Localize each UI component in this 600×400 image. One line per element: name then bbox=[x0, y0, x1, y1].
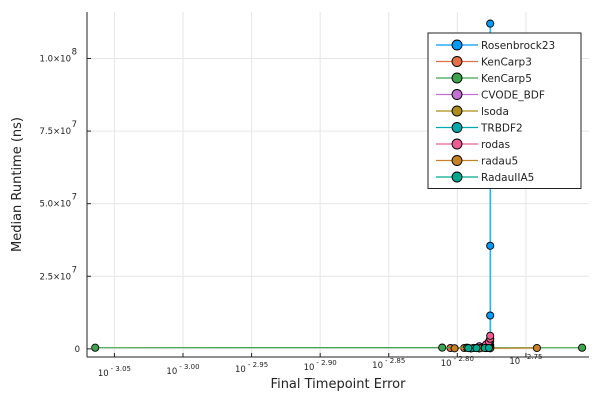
legend-label: CVODE_BDF bbox=[481, 90, 545, 102]
legend-marker bbox=[451, 171, 463, 183]
legend-marker bbox=[451, 72, 463, 84]
axes-layer bbox=[86, 12, 589, 358]
y-axis-title: Median Runtime (ns) bbox=[10, 117, 25, 252]
data-point bbox=[486, 311, 495, 320]
x-tick-label: 10- 2.80 bbox=[441, 355, 474, 369]
legend-item: CVODE_BDF bbox=[436, 89, 545, 102]
legend: Rosenbrock23 KenCarp3 KenCarp5 CVODE_BDFlso… bbox=[427, 32, 582, 189]
legend-item: TRBDF2 bbox=[436, 122, 523, 135]
data-point bbox=[464, 344, 473, 353]
legend-item: KenCarp3 bbox=[436, 56, 532, 69]
x-axis-title: Final Timepoint Error bbox=[271, 377, 407, 392]
legend-label: KenCarp5 bbox=[481, 73, 532, 85]
legend-label: KenCarp3 bbox=[481, 57, 532, 69]
data-point bbox=[438, 343, 447, 352]
legend-label: rodas bbox=[481, 139, 510, 151]
legend-label: Rosenbrock23 bbox=[481, 40, 555, 52]
y-tick-exponent: 7 bbox=[72, 120, 77, 130]
legend-marker bbox=[451, 56, 463, 67]
legend-label: lsoda bbox=[481, 106, 509, 118]
legend-marker bbox=[451, 122, 463, 133]
y-tick-label: 2.5×10 bbox=[40, 272, 71, 282]
x-ticks: 10- 3.05 10- 3.00 10- 2.95 10- 2.90 10- 2.85… bbox=[98, 353, 542, 379]
legend-item: lsoda bbox=[436, 105, 509, 118]
y-tick-exponent: 8 bbox=[72, 47, 77, 57]
data-point bbox=[472, 344, 481, 353]
y-tick-label: 1.0×10 bbox=[40, 54, 71, 64]
data-point bbox=[486, 331, 495, 340]
legend-marker bbox=[451, 155, 463, 166]
data-point bbox=[578, 343, 587, 352]
y-tick-exponent: 7 bbox=[72, 265, 77, 275]
y-tick-label: 7.5×10 bbox=[40, 127, 71, 137]
legend-item: Rosenbrock23 bbox=[436, 39, 555, 52]
data-point bbox=[450, 344, 459, 353]
x-tick-label: 10- 3.05 bbox=[98, 365, 131, 379]
x-tick-label: 10- 3.00 bbox=[166, 363, 199, 377]
series-radauiia5 bbox=[464, 343, 493, 353]
legend-item: rodas bbox=[436, 138, 510, 151]
legend-marker bbox=[451, 89, 463, 100]
legend-label: TRBDF2 bbox=[480, 123, 523, 135]
data-point bbox=[532, 343, 541, 353]
x-tick-label: 10- 2.90 bbox=[304, 359, 337, 373]
series-layer bbox=[91, 19, 587, 353]
y-tick-label: 0 bbox=[75, 345, 80, 355]
y-tick-exponent: 7 bbox=[72, 193, 77, 203]
data-point bbox=[486, 19, 495, 28]
data-point bbox=[484, 343, 493, 352]
x-tick-label: 10- 2.75 bbox=[509, 353, 542, 367]
data-point bbox=[486, 241, 495, 250]
legend-item: radau5 bbox=[436, 155, 518, 168]
x-tick-label: 10- 2.85 bbox=[372, 357, 405, 371]
legend-marker bbox=[451, 39, 463, 51]
legend-marker bbox=[451, 138, 463, 150]
y-tick-label: 5.0×10 bbox=[40, 200, 71, 210]
legend-item: RadauIIA5 bbox=[436, 171, 534, 184]
x-tick-label: 10- 2.95 bbox=[235, 361, 268, 375]
legend-label: RadauIIA5 bbox=[481, 172, 534, 184]
legend-item: KenCarp5 bbox=[436, 72, 532, 85]
data-point bbox=[91, 343, 100, 352]
legend-marker bbox=[451, 105, 463, 117]
legend-label: radau5 bbox=[481, 156, 518, 168]
